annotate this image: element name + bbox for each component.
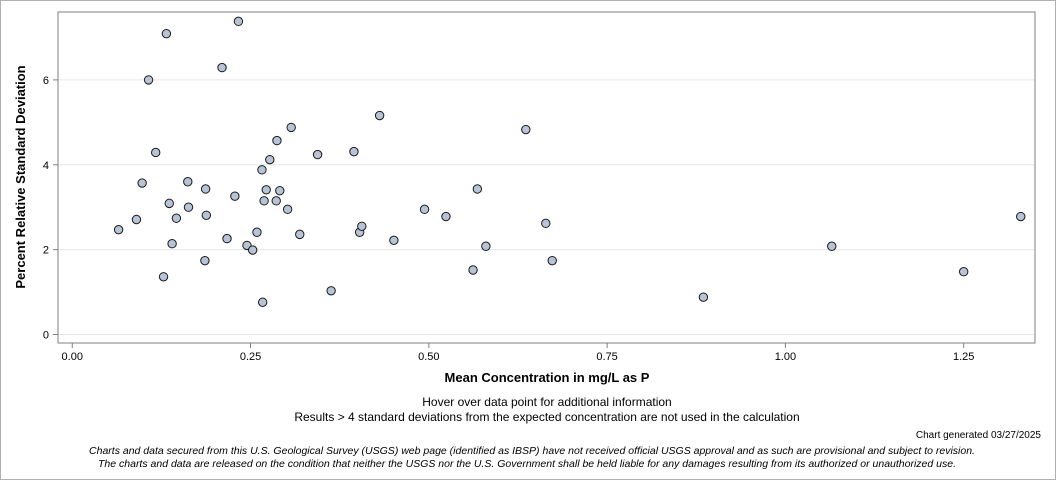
y-tick-label: 4 (43, 160, 49, 172)
data-point[interactable]: 0.568, 3.43 (472, 184, 483, 194)
data-point[interactable]: 0.098, 3.57 (137, 178, 147, 188)
data-point[interactable]: 0.228, 3.26 (230, 191, 240, 201)
data-point[interactable]: 0.259, 2.41 (252, 227, 262, 237)
data-point[interactable]: 0.132, 7.09 (161, 28, 172, 39)
data-point[interactable]: 1.33, 2.78 (1016, 211, 1026, 222)
disclaimer-line-2: The charts and data are released on the … (98, 458, 956, 470)
disclaimer-line-1: Charts and data secured from this U.S. G… (89, 445, 975, 457)
data-point[interactable]: 0.186, 1.74 (200, 255, 210, 266)
data-point[interactable]: 0.128, 1.36 (158, 272, 169, 282)
data-point[interactable]: 0.636, 4.83 (521, 124, 531, 135)
x-tick-label: 0.75 (596, 351, 617, 363)
data-point[interactable]: 0.188, 2.81 (201, 210, 212, 220)
data-point[interactable]: 0.344, 4.24 (312, 149, 323, 160)
x-tick-label: 0.00 (62, 351, 83, 363)
grid-lines (58, 79, 1035, 336)
data-point[interactable]: 0.291, 3.39 (275, 185, 285, 196)
data-point[interactable]: 0.885, 0.88 (698, 292, 709, 302)
plot-area (57, 11, 1036, 344)
x-tick-label: 0.25 (240, 351, 261, 363)
data-point[interactable]: 0.107, 6 (143, 75, 154, 85)
data-point[interactable]: 0.21, 6.29 (217, 62, 227, 73)
data-point[interactable]: 0.363, 1.03 (326, 286, 336, 296)
x-tick-label: 1.00 (775, 351, 796, 363)
calculation-note: Results > 4 standard deviations from the… (294, 410, 800, 424)
data-point[interactable]: 1.065, 2.08 (827, 241, 837, 251)
data-point[interactable]: 0.562, 1.52 (468, 265, 478, 275)
data-point[interactable]: 0.673, 1.74 (547, 255, 557, 266)
data-point[interactable]: 0.494, 2.95 (419, 204, 430, 215)
data-point[interactable]: 0.065, 2.47 (113, 224, 124, 235)
data-point[interactable]: 0.187, 3.43 (200, 184, 211, 194)
x-tick-label: 1.25 (953, 351, 974, 363)
data-point[interactable]: 0.286, 3.15 (271, 196, 281, 206)
data-point[interactable]: 0.269, 3.15 (259, 196, 269, 206)
data-point[interactable]: 0.524, 2.78 (441, 211, 451, 222)
data-point[interactable]: 0.302, 2.95 (282, 204, 293, 215)
data-point[interactable]: 0.272, 3.41 (261, 185, 271, 195)
y-tick-label: 6 (43, 75, 49, 87)
data-point[interactable]: 0.266, 3.88 (257, 165, 267, 175)
y-axis-title: Percent Relative Standard Deviation (13, 65, 28, 288)
data-point[interactable]: 0.406, 2.55 (357, 221, 367, 232)
y-axis: 0 2 4 6 (43, 75, 58, 342)
data-point[interactable]: 0.163, 3 (183, 202, 194, 212)
data-point[interactable]: 1.25, 1.48 (958, 267, 969, 277)
y-tick-label: 2 (43, 245, 49, 257)
data-point[interactable]: 0.233, 7.38 (233, 16, 244, 27)
data-point[interactable]: 0.09, 2.71 (131, 214, 142, 225)
data-point[interactable]: 0.319, 2.36 (295, 229, 305, 240)
data-point[interactable]: 0.267, 0.76 (257, 297, 268, 307)
data-point[interactable]: 0.287, 4.57 (272, 135, 282, 146)
data-point[interactable]: 0.162, 3.6 (183, 177, 193, 187)
x-tick-label: 0.50 (418, 351, 439, 363)
data-point[interactable]: 0.136, 3.09 (164, 198, 174, 209)
data-point[interactable]: 0.253, 1.99 (247, 245, 258, 255)
data-point[interactable]: 0.277, 4.12 (265, 154, 275, 165)
data-point[interactable]: 0.307, 4.88 (286, 122, 296, 133)
data-point[interactable]: 0.146, 2.74 (171, 213, 182, 223)
x-axis-title: Mean Concentration in mg/L as P (445, 370, 650, 385)
data-point[interactable]: 0.14, 2.14 (167, 239, 177, 249)
data-points: 0.065, 2.47 0.09, 2.71 0.098, 3.57 0.107, 6… (113, 16, 1026, 307)
data-point[interactable]: 0.117, 4.29 (151, 147, 161, 158)
y-tick-label: 0 (43, 330, 49, 342)
chart-generated-date: Chart generated 03/27/2025 (915, 430, 1041, 441)
data-point[interactable]: 0.58, 2.08 (481, 241, 491, 251)
hover-note: Hover over data point for additional inf… (422, 395, 672, 409)
data-point[interactable]: 0.451, 2.22 (389, 235, 399, 246)
data-point[interactable]: 0.395, 4.31 (349, 146, 359, 157)
data-point[interactable]: 0.664, 2.62 (541, 218, 551, 229)
data-point[interactable]: 0.431, 5.16 (374, 110, 385, 121)
data-point[interactable]: 0.217, 2.26 (222, 233, 232, 244)
x-axis: 0.00 0.25 0.50 0.75 1.00 1.25 (62, 343, 974, 363)
